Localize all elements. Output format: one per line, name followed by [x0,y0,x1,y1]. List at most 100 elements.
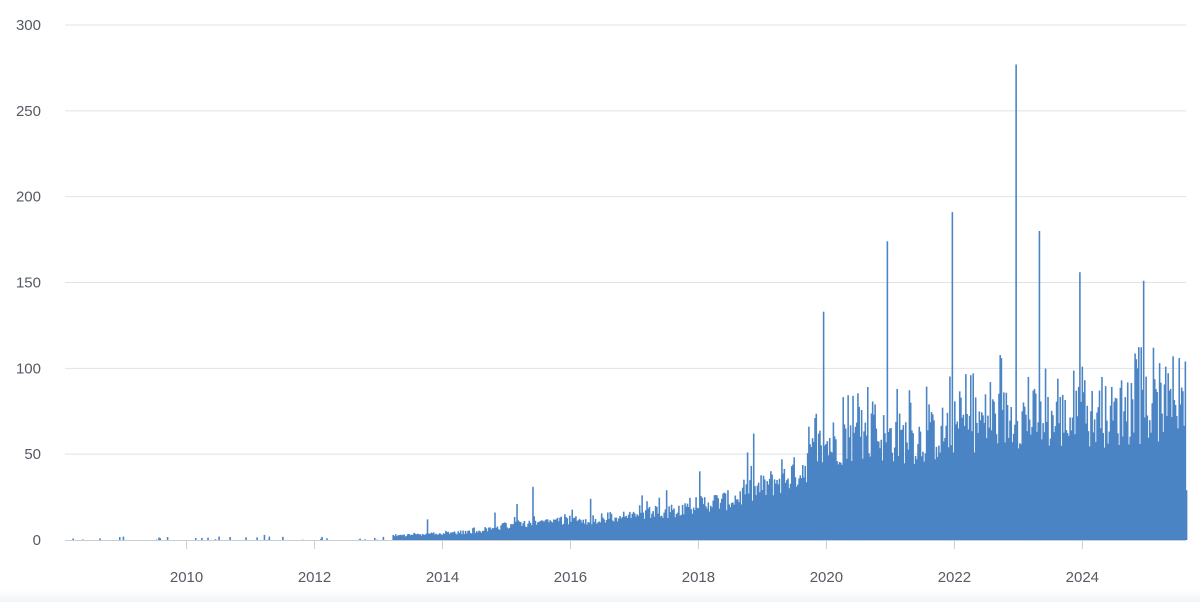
bar [610,513,613,540]
bar [716,495,718,540]
bar [886,241,889,541]
bar [1161,413,1163,540]
bar [1119,387,1122,540]
bar [526,527,528,540]
bar [1106,420,1108,540]
bar [996,443,999,540]
bar [618,518,620,540]
bar [1050,410,1053,540]
bar [1074,434,1076,540]
bar [486,531,489,540]
bar [1140,347,1142,540]
bar [1153,379,1156,540]
bar [880,439,883,540]
bar [729,507,732,540]
bar [1113,401,1116,540]
bar [798,478,800,540]
bar [1171,417,1173,540]
bar [828,437,831,540]
bar [1043,432,1046,540]
bar [402,534,404,540]
bar [1087,431,1090,540]
x-tick-label: 2014 [426,569,459,586]
bar [1177,428,1179,540]
bar [646,501,648,540]
bar [1142,280,1145,540]
bar [863,431,865,540]
bar [521,526,523,540]
bar [735,499,738,540]
bar [527,523,529,540]
bar [804,465,807,540]
bar [1009,420,1011,540]
bar [627,514,630,540]
bar [501,523,504,540]
bar [607,512,609,540]
bar [914,455,917,540]
bar [496,526,499,540]
bar [854,426,857,540]
bar [846,458,848,540]
bar [745,484,748,540]
bar [902,425,905,540]
bar [768,478,771,540]
bar [871,401,874,540]
bar [1042,423,1044,540]
bar [584,519,587,540]
bar [918,426,921,540]
bar [578,518,581,540]
bar [855,422,858,540]
bar [321,536,323,540]
bar [594,519,597,540]
bar [771,474,773,540]
bar [420,535,423,540]
bar [814,418,816,540]
bar [452,532,455,540]
bar [403,534,406,540]
bar [467,530,469,540]
bar [1015,64,1017,540]
bar [649,517,652,540]
bar [1150,432,1152,540]
bar [738,502,740,540]
bar [1168,390,1171,540]
bar [892,461,895,540]
bar [1068,435,1070,540]
bar [973,452,976,540]
bar [870,413,873,540]
bar [1183,425,1185,540]
bar [912,433,914,540]
bar [490,529,493,540]
bar [510,524,512,540]
bar [674,517,677,540]
bar [1120,380,1123,540]
bar [415,534,418,540]
bar [865,435,868,540]
bar [662,517,664,540]
bar [1030,434,1032,540]
bar [450,532,452,540]
bar [551,522,554,540]
bar [647,508,650,540]
bar [570,521,572,540]
bar [987,415,989,540]
bar [859,436,862,540]
bar [967,429,970,540]
bar [446,532,448,540]
bar [939,452,941,540]
bar [597,522,599,540]
bar [740,504,743,540]
bar [1108,431,1111,540]
bar [680,514,683,540]
bar [572,518,575,540]
bar [844,428,847,540]
bar [622,511,625,540]
bar [1103,447,1106,540]
bar [615,517,618,540]
bar [766,481,768,540]
bar [619,516,621,540]
bar [1133,432,1135,540]
bar [955,424,957,540]
bar [734,495,737,540]
bar [678,505,680,540]
